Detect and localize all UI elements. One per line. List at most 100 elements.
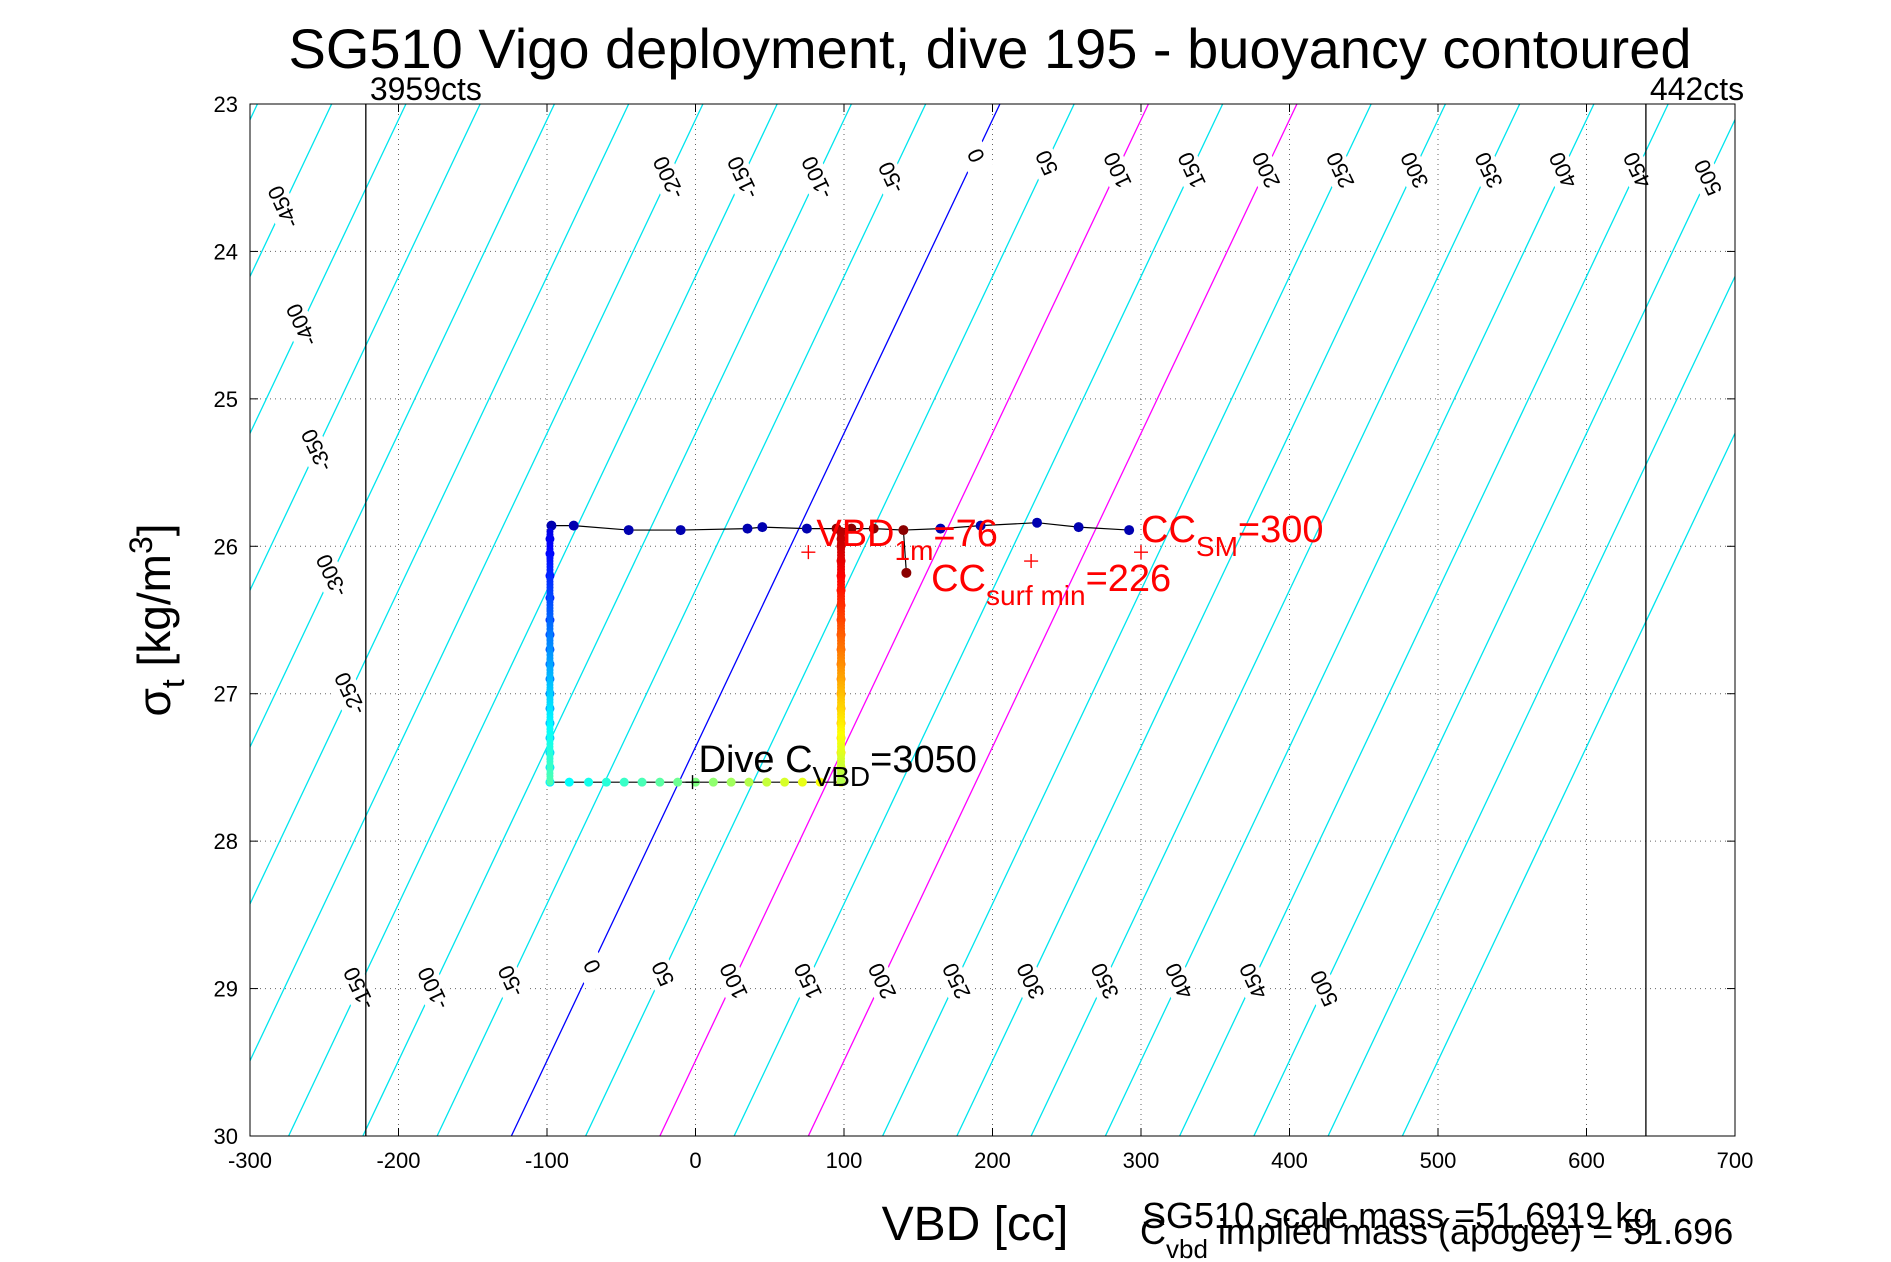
dive-point — [744, 777, 754, 787]
marker-label-sub: VBD — [813, 761, 871, 792]
contour-label-group: 200 — [1243, 145, 1286, 197]
y-axis-label-unit: [kg/m — [128, 554, 180, 679]
contour-label-bg — [868, 152, 912, 204]
contour-label-bg — [1391, 145, 1435, 197]
chart-title: SG510 Vigo deployment, dive 195 - buoyan… — [288, 17, 1691, 80]
marker-label-sub: surf min — [986, 580, 1086, 611]
contour-label-bg — [785, 956, 828, 1008]
contour-label-group: 0 — [569, 941, 612, 993]
dive-point — [815, 777, 825, 787]
ascent-fill-point — [837, 778, 846, 787]
contour-labels: -450-400-350-300-250-200 -150 -100 -500 50 10… — [260, 130, 1728, 1015]
contour-label-bg — [1230, 956, 1274, 1008]
x-tick-label: 600 — [1568, 1148, 1605, 1173]
surface-point — [1124, 525, 1135, 536]
contour-label-bg — [336, 963, 379, 1015]
marker-label-main: Dive C — [699, 739, 813, 781]
marker-plus — [1134, 545, 1148, 560]
marker-plus — [685, 775, 700, 790]
footer-implied-mass: Cvbd implied mass (apogee) = 51.696 — [1140, 1211, 1733, 1262]
contour-label-bg — [640, 948, 683, 1000]
buoyancy-contour-line — [250, 104, 481, 592]
buoyancy-contour-line — [250, 104, 556, 749]
x-tick-label: 500 — [1420, 1148, 1457, 1173]
contour-label-bg — [711, 956, 754, 1008]
buoyancy-contour-line — [956, 104, 1447, 1136]
contour-label-bg — [410, 963, 453, 1015]
x-tick-label: 100 — [826, 1148, 863, 1173]
contour-label-bg — [1317, 145, 1361, 197]
limit-line-label: 3959cts — [370, 71, 482, 107]
dive-point — [708, 777, 718, 787]
buoyancy-contour-line — [733, 104, 1224, 1136]
x-axis-ticks: -300 -200 -100 0 100 200 300 400 500 600 700 — [228, 104, 1753, 1173]
y-tick-label: 29 — [214, 977, 238, 1002]
contour-label-bg — [933, 956, 977, 1008]
y-tick-label: 26 — [214, 534, 238, 559]
dive-point — [619, 777, 629, 787]
apogee-drop-line — [902, 530, 907, 573]
contour-label-group: 150 — [1169, 145, 1212, 197]
surface-point — [801, 523, 812, 534]
x-tick-label: 200 — [974, 1148, 1011, 1173]
contour-label-bg — [859, 956, 902, 1008]
contour-label-bg — [1156, 956, 1199, 1008]
x-tick-label: -200 — [376, 1148, 420, 1173]
x-tick-label: -100 — [525, 1148, 569, 1173]
contour-label-bg — [1008, 956, 1051, 1008]
y-axis-label-subscript: t — [155, 679, 191, 688]
y-tick-label: 24 — [214, 239, 238, 264]
surface-point — [1032, 517, 1043, 528]
contour-label-bg — [645, 152, 689, 204]
marker-plus — [1024, 554, 1039, 569]
buoyancy-contour-line — [1327, 275, 1735, 1136]
y-axis-label: σt [kg/m3] — [123, 523, 191, 716]
surface-point — [1073, 522, 1084, 533]
marker-plus — [801, 545, 816, 560]
limit-lines: 3959cts 442cts — [365, 71, 1744, 1136]
x-tick-label: -300 — [228, 1148, 272, 1173]
dive-point — [564, 777, 574, 787]
contour-label-bg — [1685, 152, 1728, 204]
contour-label-group: 0 — [953, 130, 996, 182]
descent-fill-point — [546, 778, 554, 786]
buoyancy-contour-line — [288, 104, 778, 1136]
contour-label-bg — [279, 300, 322, 352]
dive-point — [655, 777, 665, 787]
buoyancy-contour-line — [1030, 104, 1521, 1136]
contour-label-bg — [1301, 963, 1344, 1015]
marker-label: CCSM=300 — [1141, 509, 1323, 562]
marker-label-tail: =300 — [1238, 509, 1324, 551]
buoyancy-contour-line — [659, 104, 1150, 1136]
surface-point — [623, 525, 634, 536]
marker-label-sub: 1m — [895, 535, 934, 566]
surface-point — [546, 520, 557, 531]
y-axis-label-superscript: 3 — [123, 536, 159, 554]
dive-point — [780, 777, 790, 787]
y-axis-ticks: 23 24 25 26 27 28 29 30 — [214, 92, 1735, 1149]
surface-point — [757, 522, 768, 533]
marker-label-sub: SM — [1196, 531, 1238, 562]
y-tick-label: 28 — [214, 829, 238, 854]
y-axis-label-symbol: σ — [128, 688, 180, 716]
contour-label-bg — [309, 550, 352, 602]
x-axis-label: VBD [cc] — [882, 1198, 1069, 1251]
dive-point — [584, 777, 594, 787]
surface-point — [898, 525, 909, 536]
buoyancy-contour-line — [436, 104, 927, 1136]
y-tick-label: 25 — [214, 387, 238, 412]
dive-point — [673, 777, 683, 787]
buoyancy-contour-line — [362, 104, 853, 1136]
buoyancy-contour-line — [882, 104, 1372, 1136]
buoyancy-contour-line — [1253, 118, 1735, 1136]
contour-label-bg — [260, 182, 304, 234]
footer-implied-mass-main: C — [1140, 1211, 1166, 1252]
dive-point — [601, 777, 611, 787]
contour-label-bg — [1169, 145, 1212, 197]
contour-label-bg — [327, 668, 370, 720]
x-tick-label: 300 — [1123, 1148, 1160, 1173]
contour-label-bg — [720, 152, 763, 204]
